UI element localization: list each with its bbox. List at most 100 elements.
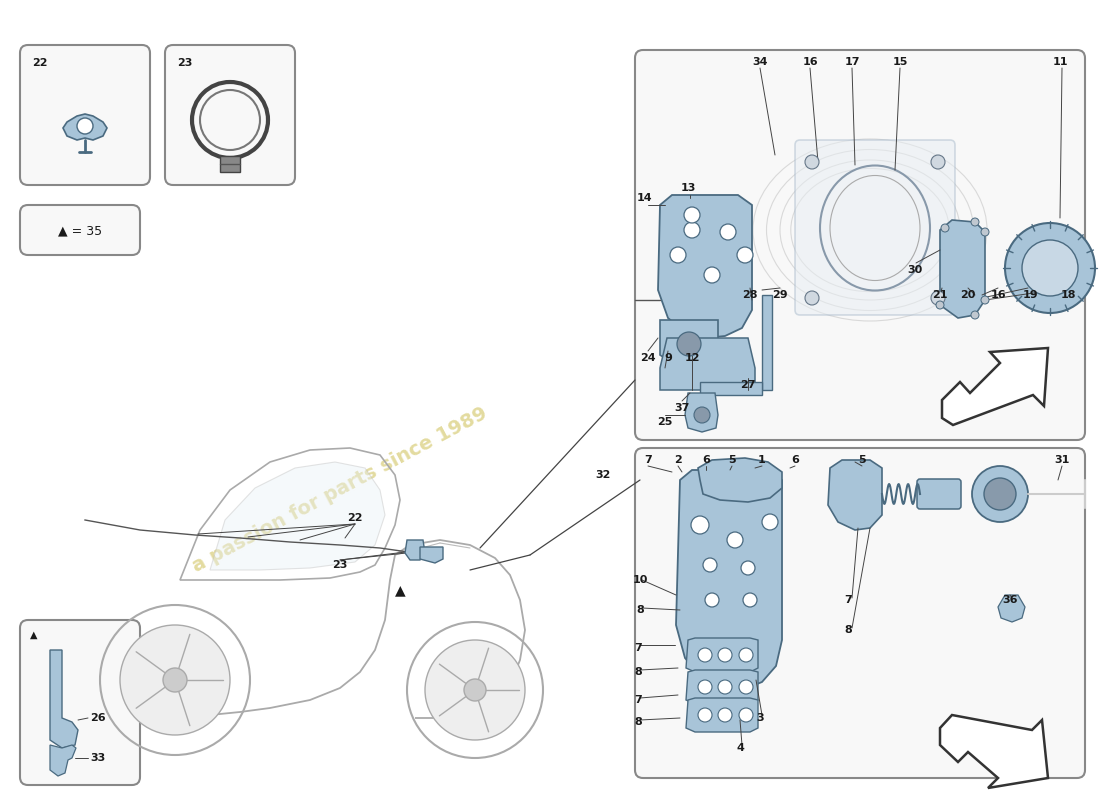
Polygon shape (405, 540, 425, 560)
Circle shape (742, 593, 757, 607)
Circle shape (698, 648, 712, 662)
Circle shape (425, 640, 525, 740)
Text: 14: 14 (637, 193, 652, 203)
Text: 34: 34 (752, 57, 768, 67)
Text: 9: 9 (664, 353, 672, 363)
Text: ▲: ▲ (30, 630, 37, 640)
FancyBboxPatch shape (165, 45, 295, 185)
Circle shape (741, 561, 755, 575)
Circle shape (705, 593, 719, 607)
Text: a passion for parts since 1989: a passion for parts since 1989 (189, 404, 491, 576)
Text: 7: 7 (634, 643, 642, 653)
Circle shape (762, 514, 778, 530)
Circle shape (704, 267, 720, 283)
Polygon shape (828, 460, 882, 530)
Text: 16: 16 (802, 57, 817, 67)
Polygon shape (700, 382, 762, 395)
Text: 18: 18 (1060, 290, 1076, 300)
Polygon shape (50, 650, 78, 748)
Text: 24: 24 (640, 353, 656, 363)
Text: 31: 31 (1054, 455, 1069, 465)
Polygon shape (660, 338, 755, 390)
Circle shape (718, 680, 732, 694)
Text: 7: 7 (645, 455, 652, 465)
Circle shape (981, 228, 989, 236)
Text: 15: 15 (892, 57, 907, 67)
Circle shape (464, 679, 486, 701)
Circle shape (703, 558, 717, 572)
Text: 36: 36 (1002, 595, 1018, 605)
Polygon shape (942, 348, 1048, 425)
Text: 5: 5 (858, 455, 866, 465)
Text: 33: 33 (90, 753, 106, 763)
Polygon shape (686, 698, 758, 732)
Circle shape (739, 680, 754, 694)
Polygon shape (762, 295, 772, 390)
Polygon shape (698, 458, 782, 502)
Circle shape (1005, 223, 1094, 313)
Polygon shape (210, 462, 385, 570)
Circle shape (718, 708, 732, 722)
Circle shape (739, 648, 754, 662)
Circle shape (984, 478, 1016, 510)
Circle shape (1022, 240, 1078, 296)
Circle shape (931, 155, 945, 169)
Circle shape (971, 218, 979, 226)
Circle shape (727, 532, 742, 548)
Text: 12: 12 (684, 353, 700, 363)
Text: 8: 8 (634, 667, 642, 677)
Polygon shape (220, 156, 240, 172)
Circle shape (698, 708, 712, 722)
Text: 30: 30 (908, 265, 923, 275)
Polygon shape (686, 670, 758, 704)
Text: 10: 10 (632, 575, 648, 585)
Circle shape (805, 291, 820, 305)
Circle shape (971, 311, 979, 319)
FancyBboxPatch shape (20, 45, 150, 185)
Circle shape (739, 708, 754, 722)
Text: 28: 28 (742, 290, 758, 300)
Text: 27: 27 (740, 380, 756, 390)
Text: 23: 23 (332, 560, 348, 570)
Polygon shape (676, 470, 782, 690)
Circle shape (698, 680, 712, 694)
Text: 7: 7 (844, 595, 851, 605)
Polygon shape (420, 547, 443, 563)
Circle shape (676, 332, 701, 356)
Text: 20: 20 (960, 290, 976, 300)
Text: 22: 22 (32, 58, 47, 68)
Text: 2: 2 (674, 455, 682, 465)
Polygon shape (998, 595, 1025, 622)
Text: 17: 17 (845, 57, 860, 67)
Circle shape (720, 224, 736, 240)
Polygon shape (63, 114, 107, 140)
Text: 25: 25 (658, 417, 673, 427)
Polygon shape (686, 638, 758, 672)
Polygon shape (940, 715, 1048, 788)
Circle shape (694, 407, 710, 423)
Circle shape (931, 291, 945, 305)
Circle shape (936, 301, 944, 309)
FancyBboxPatch shape (917, 479, 961, 509)
Circle shape (805, 155, 820, 169)
Text: 32: 32 (595, 470, 610, 480)
Text: 6: 6 (791, 455, 799, 465)
Text: 29: 29 (772, 290, 788, 300)
Circle shape (684, 207, 700, 223)
Polygon shape (50, 745, 76, 776)
Polygon shape (685, 393, 718, 432)
Text: 3: 3 (756, 713, 763, 723)
Circle shape (684, 222, 700, 238)
FancyBboxPatch shape (20, 620, 140, 785)
Text: 4: 4 (736, 743, 744, 753)
Text: ▲ = 35: ▲ = 35 (58, 225, 102, 238)
Circle shape (120, 625, 230, 735)
Text: 8: 8 (844, 625, 851, 635)
Circle shape (737, 247, 754, 263)
FancyBboxPatch shape (795, 140, 955, 315)
Text: 26: 26 (90, 713, 106, 723)
Circle shape (718, 648, 732, 662)
Text: 37: 37 (674, 403, 690, 413)
Text: 23: 23 (177, 58, 192, 68)
Text: 8: 8 (634, 717, 642, 727)
